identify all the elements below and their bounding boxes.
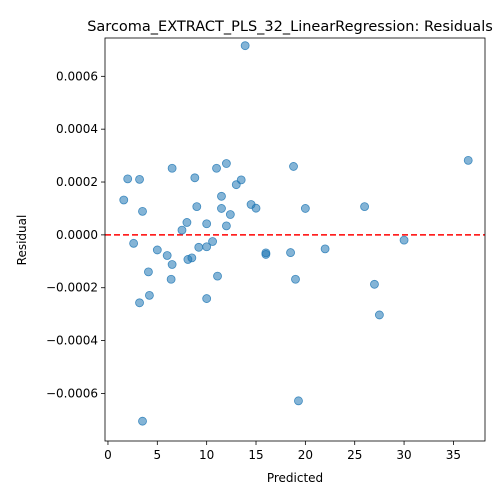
x-axis: 0 5 10 15 20 25 30 35 — [104, 441, 461, 462]
scatter-point — [370, 279, 379, 289]
x-tick-label: 5 — [153, 448, 161, 462]
y-tick-label: −0.0002 — [46, 281, 98, 295]
scatter-point — [236, 175, 246, 185]
scatter-point — [294, 396, 303, 406]
scatter-point — [217, 191, 226, 201]
x-tick-label: 35 — [446, 448, 461, 462]
x-tick-label: 15 — [248, 448, 263, 462]
scatter-point — [187, 253, 197, 263]
scatter-point — [190, 173, 200, 183]
scatter-point — [222, 221, 231, 231]
scatter-point — [225, 210, 235, 219]
scatter-point — [144, 267, 153, 277]
x-tick-label: 30 — [396, 448, 411, 462]
scatter-point — [194, 242, 204, 252]
scatter-point — [240, 41, 250, 51]
plot-frame — [104, 37, 486, 442]
scatter-point — [202, 219, 212, 229]
scatter-point — [166, 274, 176, 284]
scatter-point — [167, 163, 177, 173]
scatter-point — [135, 174, 144, 184]
chart-title: Sarcoma_EXTRACT_PLS_32_LinearRegression:… — [87, 19, 493, 35]
scatter-point — [217, 204, 226, 213]
scatter-point — [261, 250, 271, 259]
scatter-point — [129, 238, 139, 248]
scatter-point — [192, 202, 202, 211]
scatter-point — [222, 159, 231, 168]
scatter-point — [320, 244, 330, 254]
scatter-point — [177, 225, 187, 235]
scatter-point — [213, 271, 222, 281]
y-axis: −0.0006 −0.0004 −0.0002 0.0000 0.0002 0.0004 0… — [46, 69, 105, 400]
scatter-point — [135, 298, 144, 308]
x-axis-title: Predicted — [267, 471, 323, 485]
points-layer — [119, 41, 473, 426]
y-tick-label: 0.0000 — [56, 228, 98, 242]
y-tick-label: 0.0002 — [56, 175, 98, 189]
scatter-point — [182, 218, 192, 227]
scatter-point — [251, 203, 261, 213]
scatter-point — [167, 260, 177, 269]
scatter-point — [291, 274, 300, 284]
x-tick-label: 10 — [199, 448, 214, 462]
scatter-point — [162, 251, 172, 260]
scatter-point — [123, 174, 133, 184]
scatter-point — [289, 162, 298, 171]
y-axis-title: Residual — [15, 215, 29, 266]
scatter-point — [463, 155, 473, 165]
x-tick-label: 20 — [298, 448, 313, 462]
scatter-point — [286, 248, 295, 257]
scatter-point — [374, 310, 384, 320]
y-tick-label: 0.0006 — [56, 69, 98, 83]
x-tick-label: 25 — [347, 448, 362, 462]
scatter-point — [138, 206, 147, 216]
scatter-point — [152, 245, 162, 255]
scatter-point — [300, 204, 310, 213]
scatter-point — [399, 235, 409, 245]
scatter-point — [145, 290, 154, 300]
scatter-point — [212, 163, 221, 173]
scatter-point — [119, 195, 129, 205]
scatter-point — [208, 237, 217, 246]
y-tick-label: 0.0004 — [56, 122, 98, 136]
y-tick-label: −0.0004 — [46, 334, 98, 348]
y-tick-label: −0.0006 — [46, 386, 98, 400]
x-tick-label: 0 — [104, 448, 112, 462]
scatter-point — [202, 242, 212, 252]
scatter-point — [202, 294, 212, 303]
scatter-point — [360, 202, 369, 211]
scatter-point — [138, 416, 147, 426]
